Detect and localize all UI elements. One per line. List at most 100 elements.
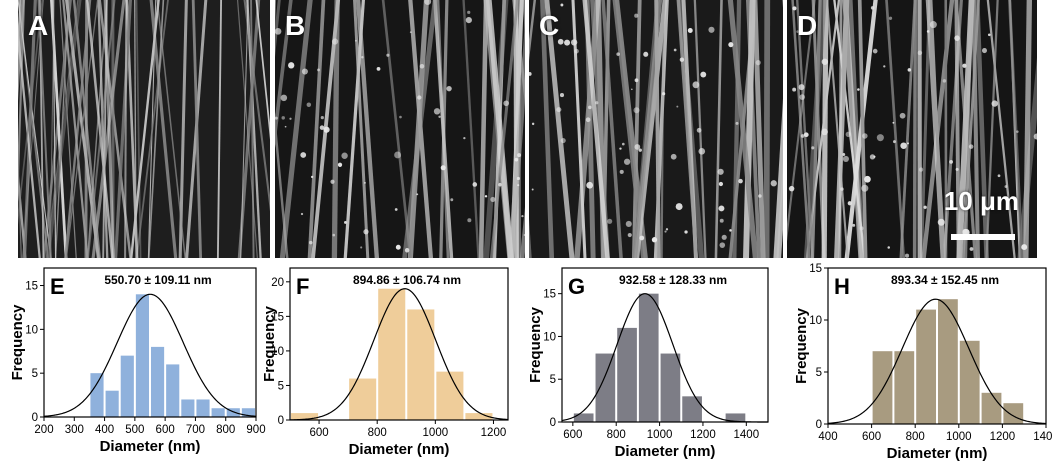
y-axis-label: Frequency (9, 304, 26, 381)
y-tick-label: 15 (809, 263, 822, 275)
nanofiber (478, 0, 489, 258)
nanoparticle (281, 116, 285, 120)
x-tick-label: 800 (216, 424, 235, 436)
nanoparticle (847, 201, 852, 206)
x-tick-label: 600 (862, 431, 881, 443)
nanoparticle (735, 121, 739, 125)
histogram-bar (181, 399, 195, 417)
nanoparticle (585, 117, 591, 123)
nanofiber (45, 0, 79, 258)
nanoparticle (852, 223, 856, 227)
nanoparticle (337, 162, 343, 167)
y-tick-label: 15 (543, 289, 556, 301)
nanofiber (18, 0, 44, 225)
sem-fibers-d (787, 0, 1037, 258)
nanoparticle (718, 181, 724, 187)
nanoparticle (588, 105, 592, 110)
nanoparticle (692, 81, 700, 89)
nanofiber (654, 0, 661, 258)
nanofiber (489, 0, 519, 258)
nanofiber (275, 0, 281, 58)
nanofiber (114, 0, 132, 258)
nanoparticle (917, 50, 923, 56)
x-tick-label: 600 (156, 424, 175, 436)
nanofiber (660, 0, 665, 258)
nanoparticle (484, 195, 488, 198)
nanoparticle (399, 115, 402, 119)
nanoparticle (684, 230, 688, 234)
nanoparticle (738, 178, 743, 184)
histogram-bar (120, 355, 134, 417)
nanofiber (381, 0, 412, 258)
y-tick-label: 10 (543, 331, 556, 343)
x-tick-label: 1000 (946, 431, 972, 443)
histogram-bar (90, 373, 104, 417)
nanoparticle (888, 16, 893, 20)
nanoparticle (792, 6, 797, 11)
y-tick-label: 5 (550, 374, 556, 386)
nanoparticle (616, 52, 620, 56)
x-tick-label: 300 (65, 424, 84, 436)
histogram-bar (938, 299, 958, 424)
nanofiber (544, 0, 575, 258)
nanoparticle (330, 179, 335, 184)
sem-panel-label: A (28, 10, 49, 41)
nanoparticle (968, 144, 974, 149)
nanofiber (634, 0, 668, 258)
histogram-bar (617, 327, 637, 422)
mean-sd-annotation: 932.58 ± 128.33 nm (619, 273, 727, 287)
nanofiber (18, 139, 22, 258)
nanoparticle (929, 21, 937, 29)
x-tick-label: 700 (186, 424, 205, 436)
nanofiber (1007, 0, 1024, 258)
x-axis-label: Diameter (nm) (100, 438, 201, 455)
nanofiber (59, 0, 77, 258)
y-tick-label: 10 (271, 346, 284, 358)
nanoparticle (900, 142, 907, 149)
nanoparticle (651, 237, 658, 243)
nanoparticle (955, 167, 959, 171)
nanofiber (631, 0, 642, 258)
nanofiber (216, 0, 223, 258)
nanoparticle (467, 218, 472, 223)
nanofiber (18, 0, 25, 102)
histogram-bar (573, 413, 594, 422)
nanoparticle (872, 48, 878, 54)
nanoparticle (521, 215, 524, 218)
nanoparticle (949, 159, 953, 164)
nanoparticle (275, 28, 282, 35)
nanoparticle (344, 221, 347, 224)
nanoparticle (679, 57, 685, 62)
nanofiber (135, 0, 142, 258)
nanoparticle (361, 56, 364, 59)
panel-label: F (296, 274, 309, 299)
nanoparticle (308, 240, 313, 245)
nanofiber (838, 0, 843, 258)
nanofiber (540, 0, 555, 258)
nanofiber (462, 0, 480, 258)
nanoparticle (821, 58, 829, 65)
nanoparticle (498, 182, 502, 187)
plot-frame (827, 267, 1047, 425)
nanoparticle (991, 100, 998, 107)
mean-sd-annotation: 894.86 ± 106.74 nm (353, 273, 461, 287)
nanofiber (243, 0, 270, 212)
nanofiber (885, 0, 906, 258)
histogram-e: 200 300 400 500 600 700 800 900 0 5 10 15 E 550.70 ± … (0, 262, 266, 461)
nanoparticle (721, 234, 727, 240)
nanoparticle (770, 180, 777, 187)
histogram-bar (151, 346, 165, 417)
nanoparticle (386, 53, 390, 57)
nanoparticle (638, 148, 642, 152)
y-tick-label: 5 (816, 367, 822, 379)
nanoparticle (842, 155, 849, 162)
nanoparticle (969, 247, 974, 251)
nanofiber (97, 0, 109, 258)
nanoparticle (275, 116, 278, 120)
nanoparticle (892, 121, 895, 124)
histogram-bar (465, 413, 493, 420)
histogram-e-svg: 200 300 400 500 600 700 800 900 0 5 10 15 E 550.70 ± … (9, 267, 266, 455)
nanoparticle (643, 51, 649, 57)
x-tick-label: 600 (563, 429, 582, 441)
histogram-f: 600 800 1000 1200 0 5 10 15 20 F 894.86 ± 106.74 n… (261, 262, 524, 461)
